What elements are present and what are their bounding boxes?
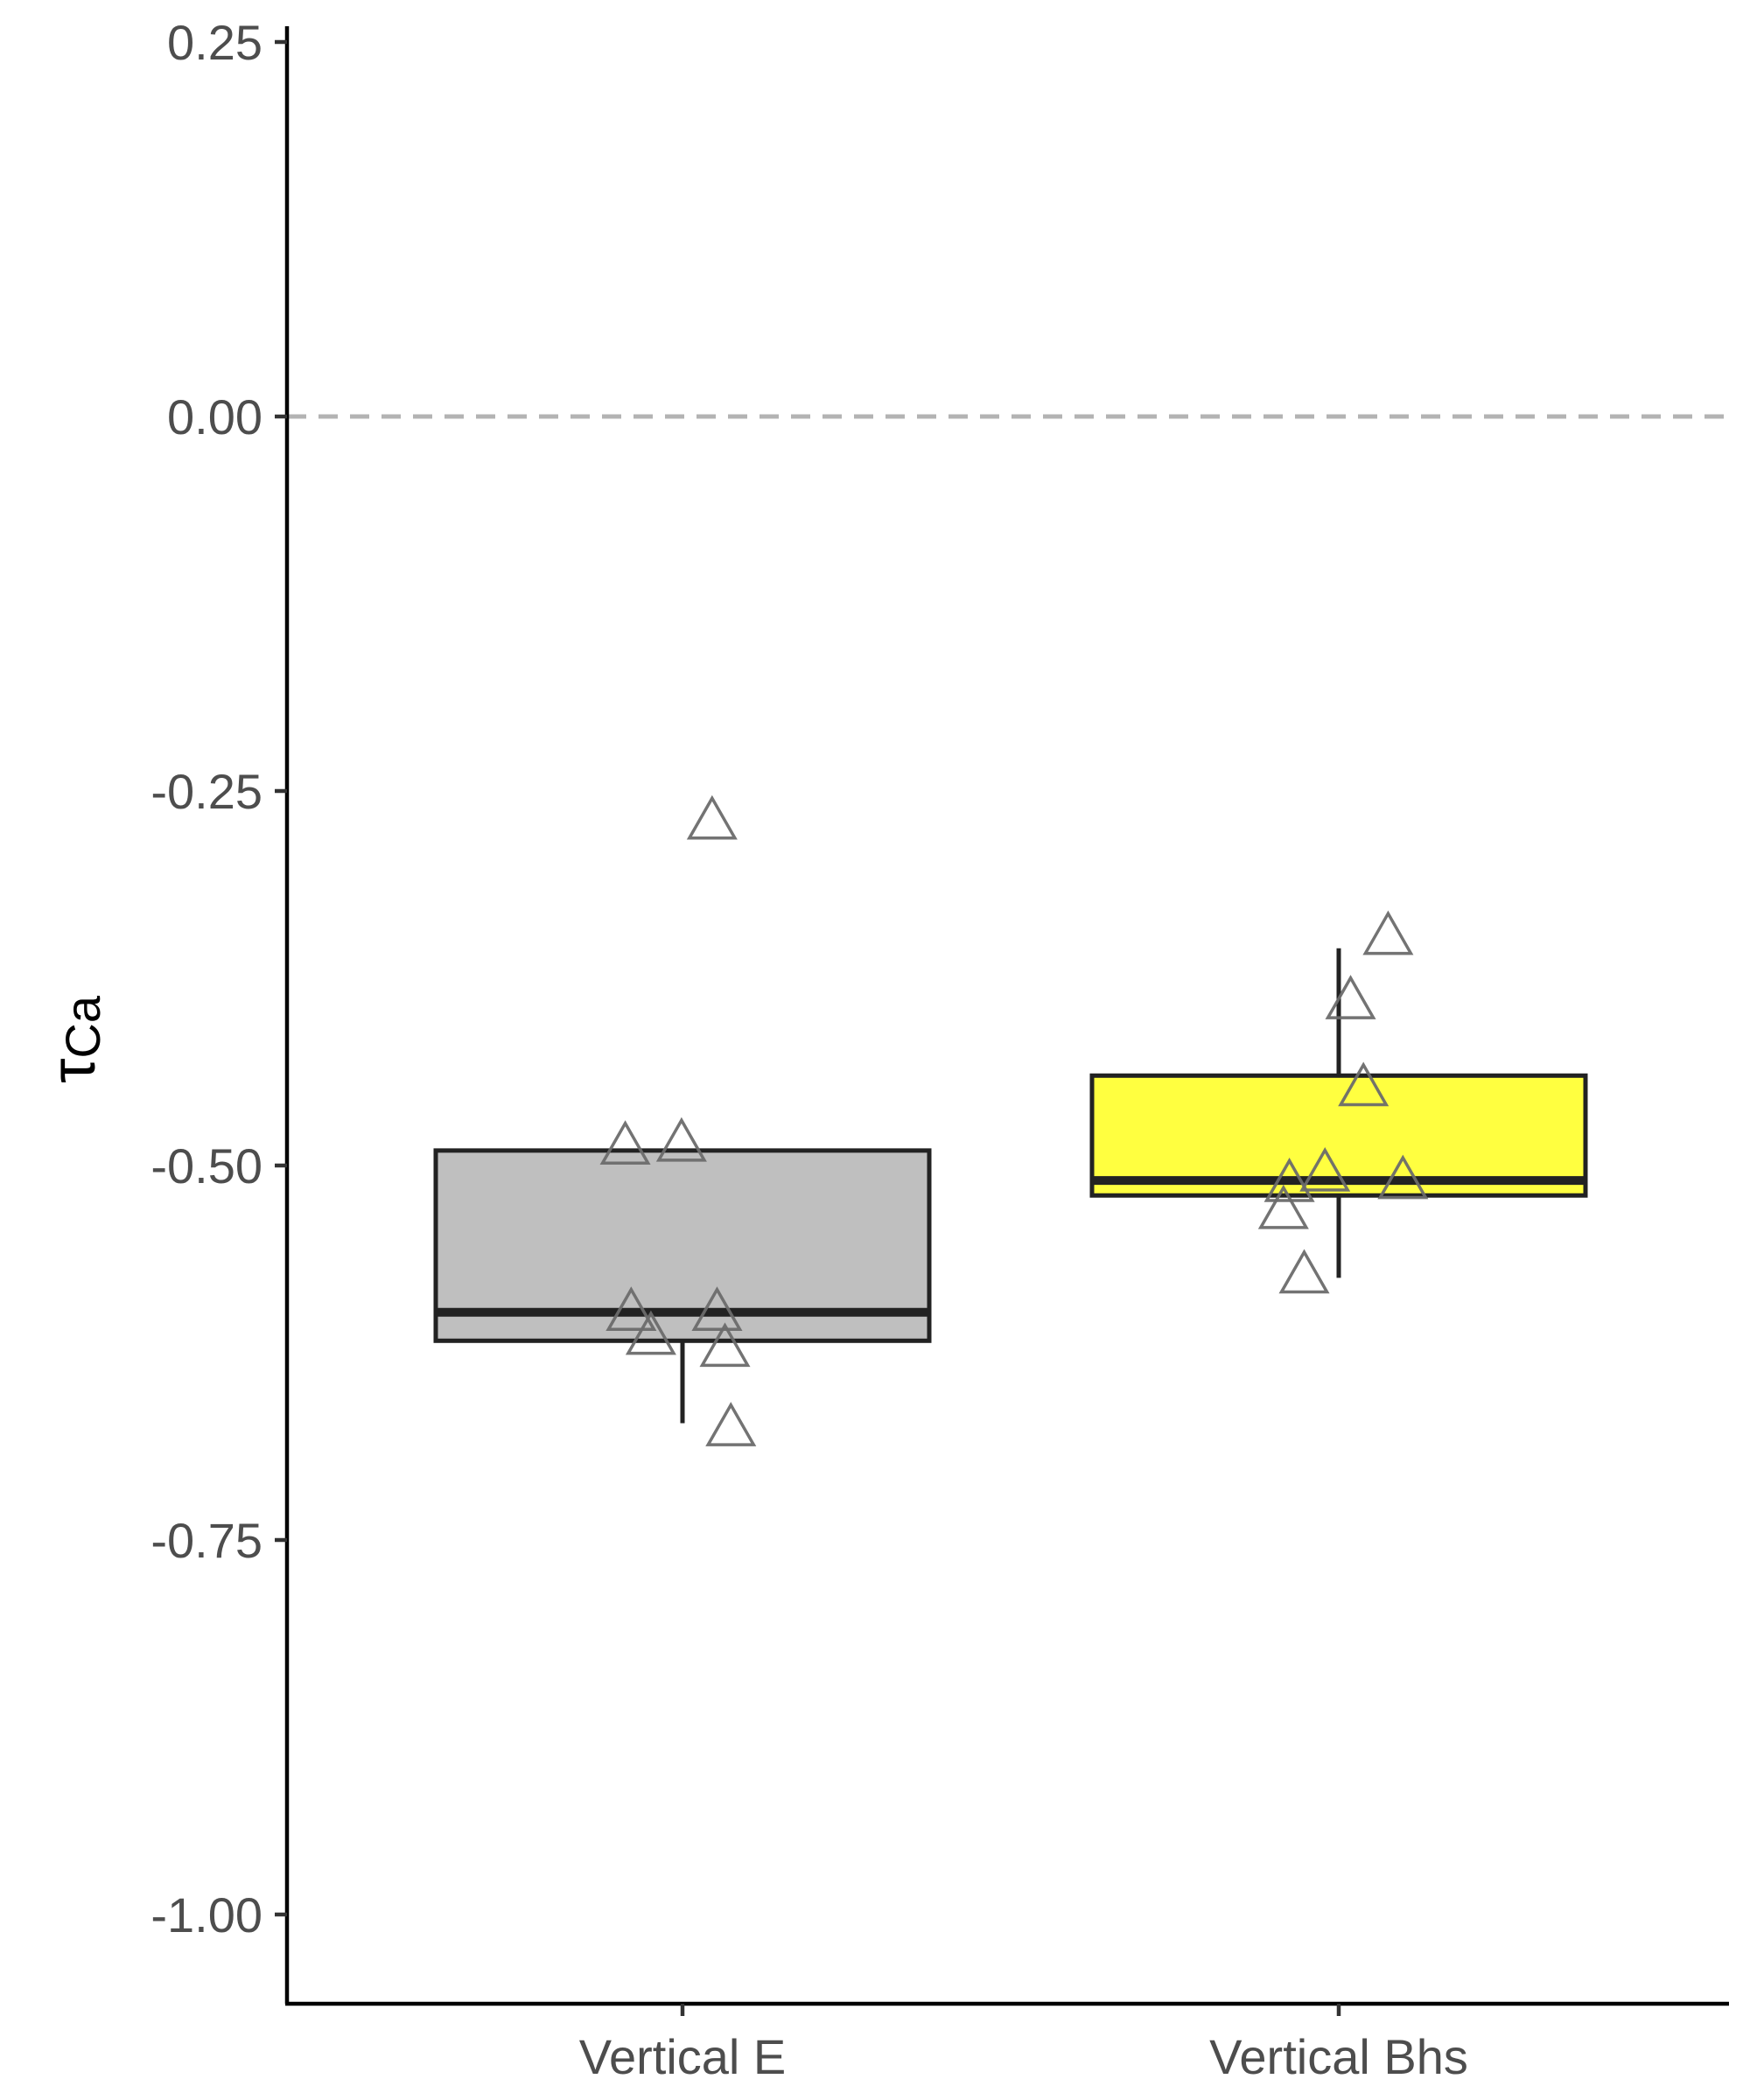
point-layer: [599, 794, 1429, 1446]
y-tick-label: -0.75: [150, 1513, 262, 1568]
data-point: [625, 1310, 676, 1355]
box-1: [433, 1148, 932, 1424]
data-point: [699, 1322, 751, 1368]
data-point: [1257, 1184, 1309, 1229]
data-point: [1278, 1249, 1330, 1294]
y-axis-label-subscript: Ca: [55, 995, 110, 1058]
data-point: [1299, 1147, 1351, 1192]
y-tick-label: -1.00: [150, 1887, 262, 1942]
data-point: [1338, 1061, 1390, 1107]
data-point: [686, 794, 738, 840]
data-point: [1325, 975, 1376, 1019]
box-body: [1089, 1073, 1588, 1198]
box-2: [1089, 948, 1588, 1278]
data-point: [655, 1116, 707, 1162]
data-point: [1377, 1154, 1429, 1200]
x-tick-label: Vertical Bhs: [1209, 2029, 1468, 2084]
box-layer: [433, 948, 1588, 1424]
data-point: [705, 1402, 757, 1446]
y-tick-label: 0.25: [167, 15, 262, 70]
y-tick-label: 0.00: [167, 389, 262, 444]
data-point: [606, 1286, 657, 1332]
x-tick-label: Vertical E: [579, 2029, 787, 2084]
y-axis-label: τCa: [38, 995, 110, 1083]
axis-layer: 0.25 0.00 -0.25 -0.50 -0.75 -1.00 Vertical E Ve…: [150, 15, 1729, 2084]
data-point: [599, 1120, 651, 1165]
y-tick-label: -0.50: [150, 1138, 262, 1194]
data-point: [1362, 910, 1414, 956]
data-point: [691, 1286, 743, 1332]
y-tick-label: -0.25: [150, 764, 262, 819]
y-axis-label-symbol: τ: [38, 1059, 108, 1083]
